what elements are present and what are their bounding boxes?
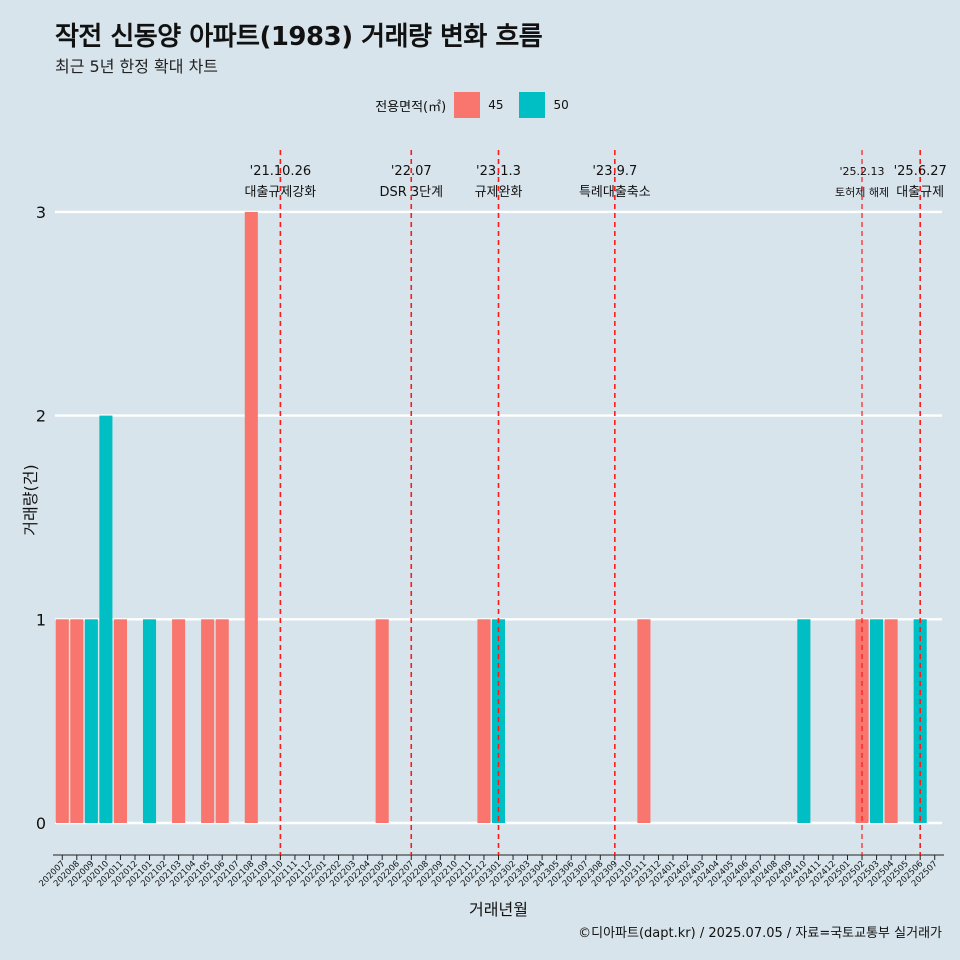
bar-202009-50	[84, 619, 98, 823]
event-date-label: '21.10.26	[250, 164, 311, 179]
bar-202108-45	[244, 211, 258, 823]
event-name-label: 특례대출축소	[579, 185, 651, 200]
legend-key-45	[454, 92, 481, 118]
bar-202010-50	[99, 415, 113, 823]
event-name-label: 대출규제	[896, 185, 944, 200]
x-axis-title: 거래년월	[469, 900, 528, 919]
event-name-label: 규제완화	[475, 185, 523, 200]
chart-title: 작전 신동양 아파트(1983) 거래량 변화 흐름	[55, 22, 543, 52]
event-date-label: '25.2.13	[840, 165, 885, 178]
y-axis-title: 거래량(건)	[21, 464, 40, 535]
event-date-label: '23.1.3	[476, 164, 521, 179]
bar-202504-45	[884, 619, 898, 823]
bar-202011-45	[113, 619, 127, 823]
bar-202105-45	[201, 619, 215, 823]
legend-title: 전용면적(㎡)	[375, 99, 447, 115]
legend-label-50: 50	[553, 98, 569, 112]
bar-202205-45	[375, 619, 389, 823]
legend-label-45: 45	[488, 98, 504, 112]
event-date-label: '22.07	[391, 164, 432, 179]
bar-202103-45	[172, 619, 186, 823]
event-name-label: DSR 3단계	[379, 185, 443, 200]
event-date-label: '23.9.7	[592, 164, 637, 179]
y-tick-label: 2	[36, 407, 46, 426]
legend: 전용면적(㎡) 45 50	[0, 92, 960, 118]
bar-202101-50	[142, 619, 157, 823]
event-name-label: 대출규제강화	[245, 185, 317, 200]
bar-202410-50	[797, 619, 811, 823]
event-date-label: '25.6.27	[894, 164, 947, 179]
y-tick-label: 3	[36, 203, 46, 222]
bar-202212-45	[477, 619, 491, 823]
bar-202007-45	[55, 619, 69, 823]
bar-202311-45	[637, 619, 651, 823]
y-tick-label: 1	[36, 610, 46, 629]
bar-202106-45	[215, 619, 229, 823]
chart-subtitle: 최근 5년 한정 확대 차트	[55, 57, 219, 76]
bar-202503-50	[870, 619, 884, 823]
legend-key-50	[519, 92, 546, 118]
bar-202008-45	[70, 619, 84, 823]
source-caption: ©디아파트(dapt.kr) / 2025.07.05 / 자료=국토교통부 실…	[578, 926, 942, 941]
y-tick-label: 0	[36, 814, 46, 833]
event-name-label: 토허제 해제	[835, 185, 889, 199]
